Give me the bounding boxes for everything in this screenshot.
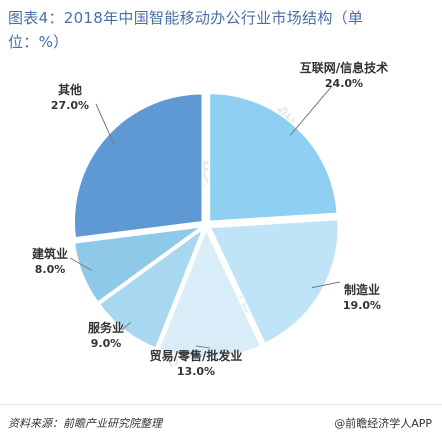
chart-title: 图表4：2018年中国智能移动办公行业市场结构（单位：%） <box>8 9 364 51</box>
slice-value-label: 19.0% <box>343 299 381 312</box>
brand-credit: @前瞻经济学人APP <box>334 417 432 430</box>
pie-slice <box>73 226 202 304</box>
slice-labels: 互联网/信息技术 24.0% 制造业 19.0% 贸易/零售/批发业 13.0% 服务业 9.… <box>31 60 388 378</box>
leader-lines <box>69 85 341 349</box>
source-note: 资料来源：前瞻产业研究院整理 <box>8 417 162 430</box>
leader-line <box>95 103 115 144</box>
pie-slice <box>209 218 340 345</box>
slice-value-label: 9.0% <box>91 337 122 350</box>
leader-line <box>311 281 341 289</box>
leader-line <box>69 257 92 271</box>
slice-name-label: 其他 <box>58 82 82 97</box>
slice-name-label: 服务业 <box>88 320 124 335</box>
leader-line <box>195 345 210 349</box>
slice-name-label: 贸易/零售/批发业 <box>150 348 243 363</box>
slice-name-label: 建筑业 <box>31 246 68 261</box>
pie-slices <box>73 92 340 359</box>
pie-slice <box>158 228 262 359</box>
slice-value-label: 27.0% <box>51 99 89 112</box>
slice-name-label: 制造业 <box>344 282 380 297</box>
slice-value-label: 24.0% <box>325 77 363 90</box>
pie-slice <box>98 226 205 349</box>
footer-divider <box>0 404 442 405</box>
pie-slice <box>73 92 203 239</box>
slice-name-label: 互联网/信息技术 <box>300 60 388 75</box>
slice-value-label: 8.0% <box>35 263 66 276</box>
leader-line <box>289 85 333 136</box>
pie-slice <box>208 92 338 223</box>
slice-value-label: 13.0% <box>177 365 215 378</box>
leader-line <box>121 321 131 331</box>
